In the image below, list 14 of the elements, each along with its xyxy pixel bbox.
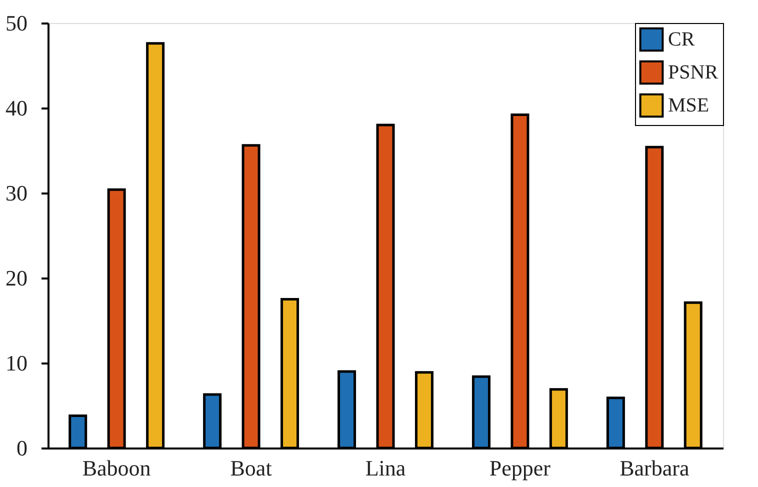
- legend-label: PSNR: [668, 62, 719, 84]
- legend-label: CR: [668, 28, 696, 50]
- legend-label: MSE: [668, 94, 710, 116]
- x-tick-label: Pepper: [489, 456, 552, 480]
- x-tick-label: Boat: [230, 456, 272, 480]
- x-tick-label: Barbara: [620, 456, 690, 480]
- y-tick-label: 40: [6, 96, 28, 120]
- x-tick-label: Lina: [365, 456, 406, 480]
- x-tick-label: Baboon: [82, 456, 151, 480]
- y-tick-label: 0: [16, 436, 28, 460]
- y-tick-label: 50: [6, 10, 28, 36]
- y-tick-label: 10: [6, 350, 28, 376]
- y-tick-label: 30: [6, 180, 28, 206]
- y-tick-label: 20: [6, 266, 28, 290]
